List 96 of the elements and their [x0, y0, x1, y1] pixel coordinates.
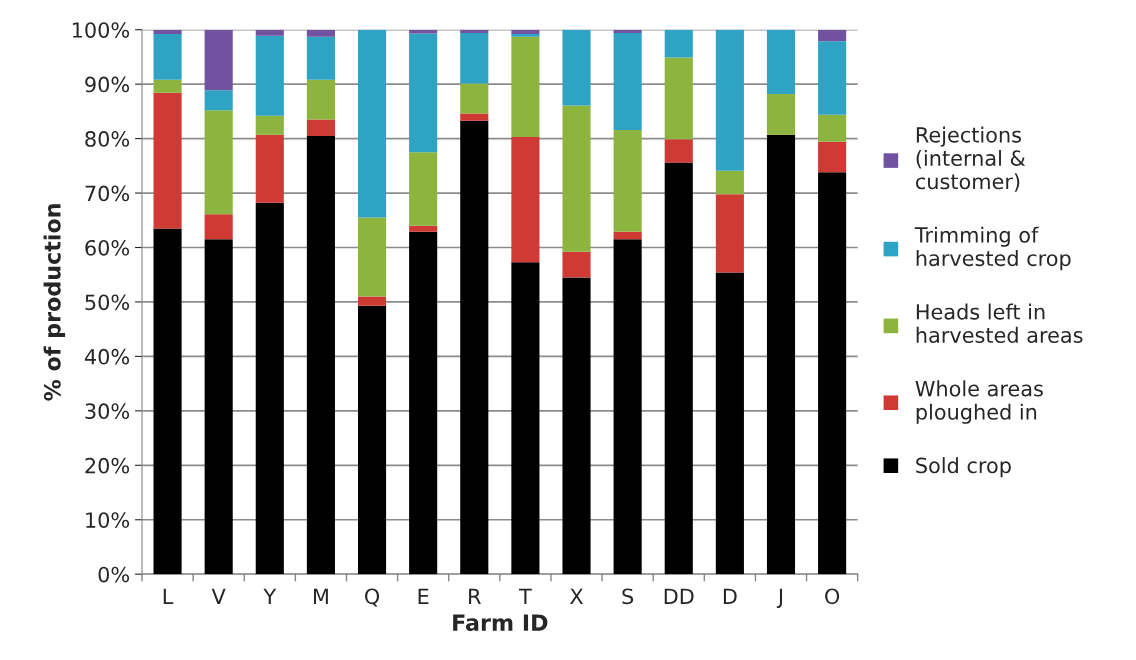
bar [204, 90, 233, 111]
legend-label: Rejections (internal & customer) [915, 126, 1026, 192]
bar [562, 251, 591, 278]
bar [511, 36, 540, 137]
bar [357, 29, 387, 218]
y-tick-label: 10% [86, 512, 130, 528]
bar [460, 83, 489, 114]
bar [409, 231, 438, 575]
legend-label: Whole areas ploughed in [915, 380, 1043, 424]
bar [409, 29, 438, 34]
bar [306, 79, 335, 120]
x-tick-label: T [518, 588, 532, 604]
bar [153, 92, 182, 229]
x-tick-label: Q [365, 588, 380, 607]
y-tick-label: 0% [98, 566, 130, 583]
bar [255, 35, 284, 116]
bar [306, 119, 335, 136]
x-tick-label: D [723, 588, 737, 604]
bar [664, 29, 693, 58]
bar [766, 93, 796, 135]
x-tick-label: J [776, 588, 783, 609]
bar [409, 225, 438, 232]
y-tick-label: 20% [85, 457, 130, 474]
bar [460, 120, 489, 575]
x-tick-label: V [211, 588, 226, 604]
x-tick-label: Y [263, 588, 277, 604]
x-tick-label: S [622, 588, 634, 605]
x-tick-label: X [570, 588, 583, 604]
bar [715, 272, 744, 575]
y-tick-label: 60% [85, 239, 130, 256]
y-tick-label: 30% [85, 403, 130, 420]
bar [357, 305, 387, 575]
bar [204, 239, 233, 575]
bar [818, 29, 847, 42]
bar [818, 41, 847, 115]
y-tick-label: 50% [85, 294, 130, 311]
bar [664, 57, 693, 140]
bar [204, 110, 233, 215]
bar [409, 33, 438, 153]
bar [664, 139, 693, 163]
bar [460, 29, 489, 33]
y-axis-title: % of production [43, 204, 66, 401]
x-tick-label: L [163, 588, 174, 604]
bar [766, 29, 796, 94]
bar [613, 129, 642, 232]
x-tick-label: DD [664, 588, 694, 604]
x-axis-title: Farm ID [453, 614, 548, 632]
bar [613, 239, 642, 575]
bar [715, 170, 744, 195]
bar [306, 135, 335, 575]
x-tick-label: M [313, 588, 328, 604]
bar [613, 32, 642, 130]
bar [306, 29, 335, 37]
bar [818, 114, 847, 142]
bar [511, 136, 540, 263]
y-tick-label: 80% [85, 131, 130, 147]
legend-label: Heads left in harvested areas [916, 303, 1083, 343]
x-tick-label: O [825, 588, 840, 605]
bar [460, 113, 489, 121]
bar [613, 29, 642, 33]
y-tick-label: 40% [84, 348, 130, 365]
bar [562, 105, 591, 252]
bar [613, 231, 642, 240]
bar [255, 134, 284, 203]
bar [818, 172, 847, 575]
bar [460, 32, 489, 84]
bar [255, 115, 284, 135]
bar [204, 29, 233, 91]
bar [153, 228, 182, 575]
bar [357, 296, 387, 306]
y-tick-label: 90% [85, 76, 130, 93]
y-tick-label: 70% [85, 185, 130, 202]
bar [153, 29, 182, 35]
legend-label: Sold crop [916, 457, 1011, 478]
x-tick-label: R [469, 588, 481, 604]
bar [511, 262, 540, 575]
bar [255, 202, 284, 575]
bar [306, 36, 335, 80]
bar [409, 152, 438, 226]
bar [562, 29, 591, 106]
x-tick-label: E [418, 588, 429, 604]
bar [818, 141, 847, 173]
bar [664, 162, 693, 575]
bar [153, 34, 182, 80]
bar [715, 194, 744, 273]
y-tick-label: 100% [72, 22, 130, 38]
bar [153, 79, 182, 93]
legend-label: Trimming of harvested crop [914, 226, 1071, 271]
bar [766, 134, 796, 575]
bar [204, 214, 233, 240]
bar [715, 29, 744, 171]
bar [511, 34, 540, 37]
bar [511, 29, 540, 35]
bar [357, 217, 387, 297]
bar [255, 29, 284, 36]
bar [562, 277, 591, 575]
